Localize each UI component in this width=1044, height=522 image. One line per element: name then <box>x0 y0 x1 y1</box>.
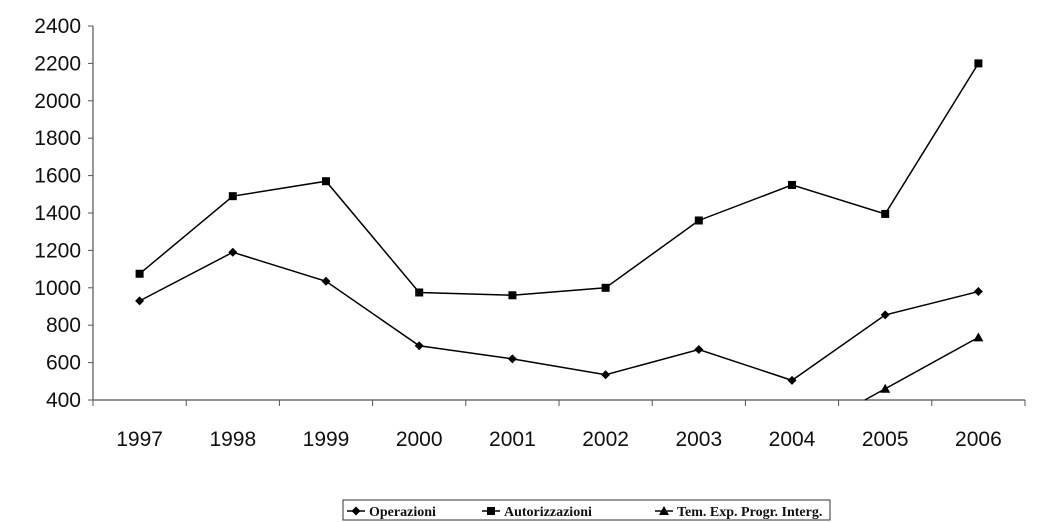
x-tick-label: 2000 <box>396 428 443 451</box>
x-tick-label: 1997 <box>116 428 163 451</box>
y-tick-label: 1400 <box>34 202 81 225</box>
data-point <box>881 209 890 218</box>
data-point <box>601 283 610 292</box>
data-point <box>788 180 796 189</box>
y-tick-label: 2200 <box>34 52 81 75</box>
data-point <box>135 269 144 278</box>
x-tick-label: 2006 <box>955 428 1002 451</box>
chart-axes <box>88 25 1026 406</box>
legend-marker <box>487 507 495 515</box>
y-tick-label: 400 <box>46 389 81 412</box>
data-point <box>973 287 983 297</box>
data-point <box>228 192 237 201</box>
data-point <box>228 247 238 257</box>
legend-item: Operazioni <box>347 505 436 520</box>
legend-box <box>342 499 831 521</box>
data-point <box>414 341 424 351</box>
data-point <box>973 332 984 342</box>
series-triangle <box>864 332 984 401</box>
legend-marker <box>351 506 361 516</box>
legend-label: Autorizzazioni <box>504 505 592 520</box>
y-tick-label: 2400 <box>34 15 81 38</box>
y-tick-label: 600 <box>46 352 81 375</box>
legend-label: Operazioni <box>369 505 436 520</box>
x-tick-label: 2004 <box>769 428 816 451</box>
x-axis-labels: 1997 1998 1999 2000 2001 2002 2003 2004 2005 2006 <box>116 428 1002 451</box>
data-point <box>507 354 517 364</box>
y-tick-label: 1000 <box>34 277 81 300</box>
legend-label: Tem. Exp. Progr. Interg. <box>677 505 822 520</box>
series-diamond <box>135 247 983 385</box>
y-axis-labels: 400 600 800 1000 1200 1400 1600 1800 2000 2200 240… <box>34 15 81 412</box>
data-point <box>135 296 145 306</box>
y-tick-label: 2000 <box>34 90 81 113</box>
x-tick-label: 1999 <box>303 428 350 451</box>
x-tick-label: 2005 <box>862 428 909 451</box>
series-line <box>139 251 979 382</box>
x-tick-label: 2003 <box>675 428 722 451</box>
legend-marker <box>659 506 669 515</box>
y-tick-label: 800 <box>46 314 81 337</box>
data-point <box>322 177 330 186</box>
x-tick-label: 2002 <box>582 428 629 451</box>
legend-item: Autorizzazioni <box>482 505 592 520</box>
data-point <box>787 375 797 385</box>
legend-item: Tem. Exp. Progr. Interg. <box>655 505 822 520</box>
data-point <box>601 370 611 380</box>
x-tick-label: 1998 <box>209 428 256 451</box>
chart-legend: Operazioni Autorizzazioni Tem. Exp. Progr.… <box>342 499 831 521</box>
data-point <box>415 288 424 297</box>
series-square <box>135 59 983 300</box>
data-point <box>974 59 983 68</box>
data-point <box>321 276 331 286</box>
y-tick-label: 1200 <box>34 239 81 262</box>
series-line <box>139 63 980 297</box>
data-point <box>694 345 704 355</box>
chart-series <box>135 59 984 401</box>
x-tick-label: 2001 <box>489 428 536 451</box>
y-tick-label: 1600 <box>34 165 81 188</box>
y-tick-label: 1800 <box>34 127 81 150</box>
data-point <box>880 310 890 320</box>
data-point <box>694 216 703 225</box>
data-point <box>880 383 891 393</box>
data-point <box>508 291 517 300</box>
